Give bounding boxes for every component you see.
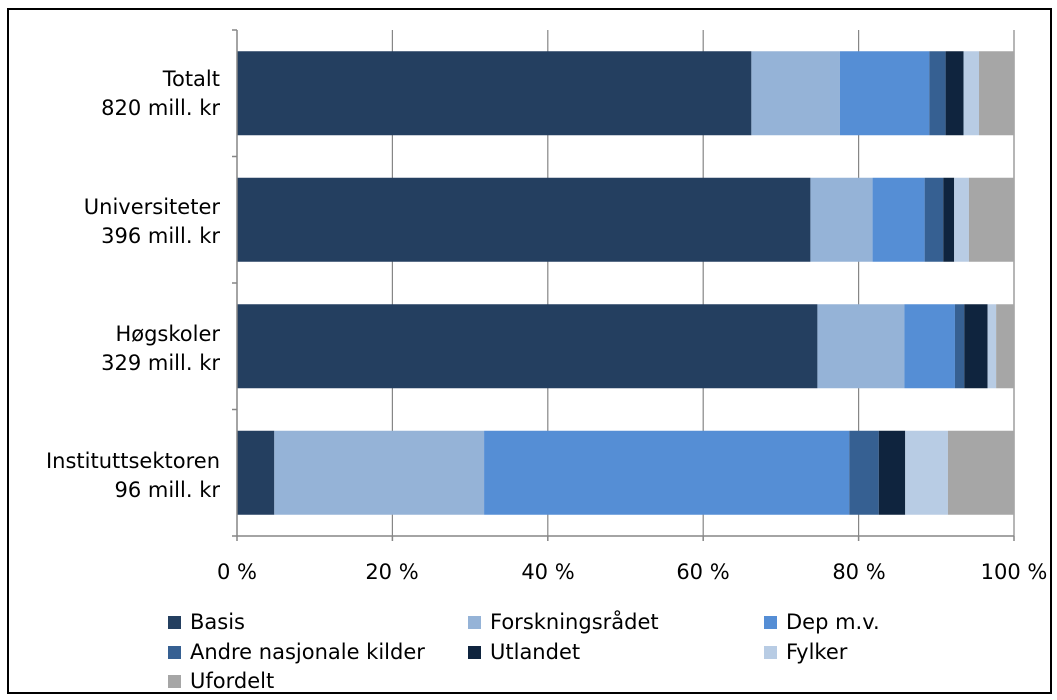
bar-segment: [810, 177, 873, 262]
bar-segment: [817, 304, 905, 389]
bar-segment: [237, 177, 811, 262]
bar-segment: [924, 177, 944, 262]
bar-segment: [947, 430, 1014, 515]
bar-segment: [905, 430, 948, 515]
x-tick-label: 20 %: [365, 560, 419, 584]
bar-segment: [987, 304, 997, 389]
bar-segment: [274, 430, 485, 515]
legend-item-forskningsradet: Forskningsrådet: [468, 610, 659, 634]
legend-swatch: [168, 615, 181, 629]
bar-segment: [237, 430, 275, 515]
bar-segment: [968, 177, 1014, 262]
legend-item-utlandet: Utlandet: [468, 640, 580, 664]
bar-segment: [943, 177, 955, 262]
legend-item-ufordelt: Ufordelt: [168, 669, 274, 693]
legend-swatch: [764, 645, 777, 659]
bar-segment: [751, 51, 840, 136]
bar-segment: [878, 430, 906, 515]
bar-segment: [996, 304, 1014, 389]
legend-swatch: [168, 674, 181, 688]
legend-swatch: [764, 615, 777, 629]
bar-segment: [849, 430, 879, 515]
bar-segment: [872, 177, 925, 262]
x-tick-label: 0 %: [217, 560, 257, 584]
legend-item-andre-nasjonale-kilder: Andre nasjonale kilder: [168, 640, 425, 664]
legend-item-basis: Basis: [168, 610, 245, 634]
x-tick-label: 40 %: [521, 560, 575, 584]
legend-item-dep: Dep m.v.: [764, 610, 880, 634]
legend-item-fylker: Fylker: [764, 640, 847, 664]
bar-segment: [954, 177, 969, 262]
category-label-universiteter: Universiteter 396 mill. kr: [83, 195, 220, 248]
bar-segment: [964, 304, 988, 389]
legend-swatch: [468, 645, 481, 659]
bar-segment: [954, 304, 965, 389]
bar-segment: [237, 51, 752, 136]
x-tick-label: 60 %: [676, 560, 730, 584]
x-tick-label: 100 %: [980, 560, 1048, 584]
bar-segment: [484, 430, 850, 515]
legend-swatch: [468, 615, 481, 629]
legend-swatch: [168, 645, 181, 659]
category-label-totalt: Totalt 820 mill. kr: [101, 67, 220, 120]
category-label-instituttsektoren: Instituttsektoren 96 mill. kr: [45, 449, 220, 502]
bar-segment: [237, 304, 818, 389]
bar-segment: [979, 51, 1014, 136]
bar-segment: [929, 51, 946, 136]
category-label-hogskoler: Høgskoler 329 mill. kr: [101, 322, 220, 375]
bar-segment: [904, 304, 955, 389]
bar-segment: [945, 51, 964, 136]
bar-segment: [839, 51, 930, 136]
bar-segment: [963, 51, 980, 136]
x-tick-label: 80 %: [832, 560, 886, 584]
